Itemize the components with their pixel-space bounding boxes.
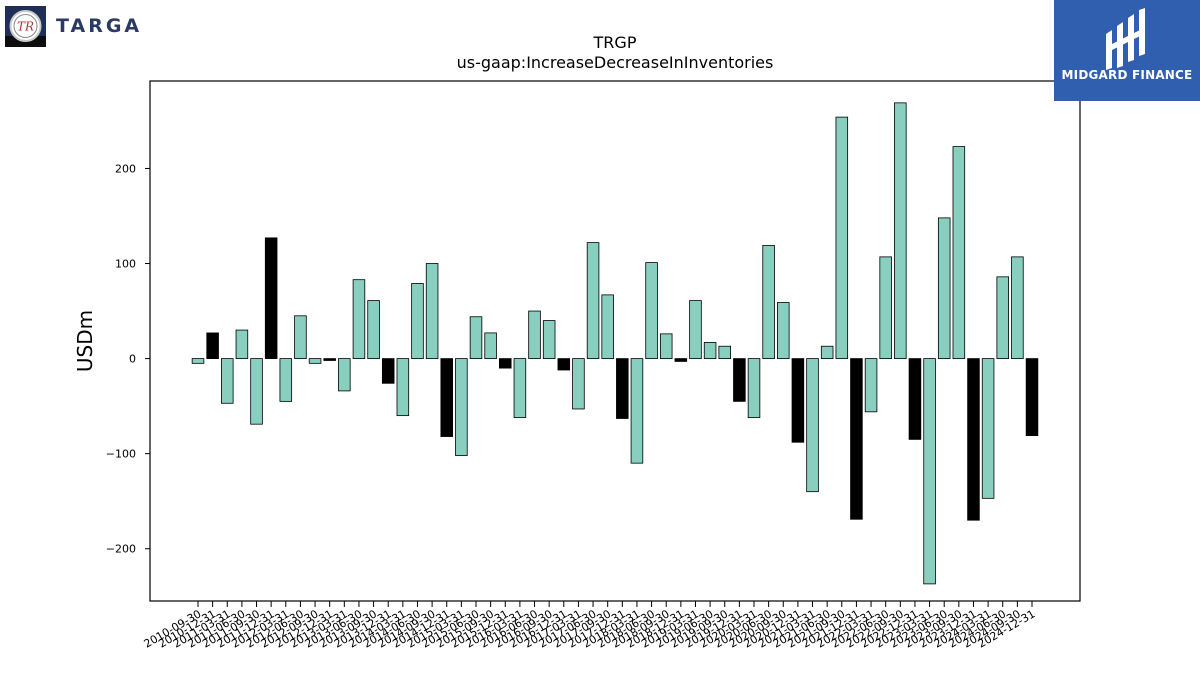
bar [659,333,673,359]
bar [294,315,307,359]
bar [279,358,293,402]
bar [718,345,731,359]
bar [1011,256,1024,359]
bar [835,116,849,359]
bar [484,332,497,359]
chart-title: TRGP [593,33,637,52]
bar [557,358,571,371]
y-tick-label: −100 [106,448,136,461]
bar [367,300,380,359]
bar [733,358,746,402]
bar [645,262,658,359]
bar [996,276,1009,359]
bar [323,358,336,361]
bar [952,146,966,359]
bar [308,358,322,364]
bar [572,358,585,410]
bar [206,332,219,359]
bar [411,283,424,359]
bar [908,358,922,440]
bar [542,320,556,359]
bar [601,294,614,359]
bar [455,358,468,456]
targa-wordmark: TARGA [56,15,143,37]
bar [806,358,819,493]
midgard-mark-icon [1106,8,1145,70]
bar [1025,358,1039,436]
bar [791,358,805,443]
bar [396,358,410,417]
bar [747,358,761,418]
bar [499,358,512,369]
bar [630,358,644,464]
bar [879,256,892,359]
targa-logo: TR TARGA [5,5,142,47]
bar [425,263,439,359]
bar [528,310,541,359]
bar [967,358,980,521]
bar [777,302,790,359]
bar [250,358,263,425]
bar [264,237,278,359]
tr-monogram-icon: TR [5,5,46,47]
bar [191,358,205,364]
bar [352,279,366,359]
plot-frame [149,80,1081,602]
bar [703,342,717,359]
bar [235,329,249,359]
midgard-wordmark: MIDGARD FINANCE [1061,68,1193,82]
bar [674,358,688,362]
y-tick-label: 100 [115,258,136,271]
midgard-finance-logo: MIDGARD FINANCE [1054,0,1200,101]
bar [864,358,878,413]
bar [981,358,995,499]
bar [894,102,907,359]
svg-text:TR: TR [17,19,34,33]
bar [381,358,395,384]
bar [820,345,834,359]
y-tick-label: −200 [106,543,136,556]
bar [689,300,702,359]
bar [586,242,600,359]
bar [513,358,527,418]
bar [440,358,453,437]
bar [850,358,863,520]
y-tick-label: 0 [129,353,136,366]
y-tick-label: 200 [115,162,136,175]
bar [469,316,483,359]
chart-subtitle: us-gaap:IncreaseDecreaseInInventories [456,53,774,72]
bar [221,358,234,404]
bar [616,358,629,419]
y-axis-label: USDm [73,310,97,372]
bar [937,217,951,359]
bar [338,358,351,392]
bar [762,245,775,359]
bar [923,358,936,585]
